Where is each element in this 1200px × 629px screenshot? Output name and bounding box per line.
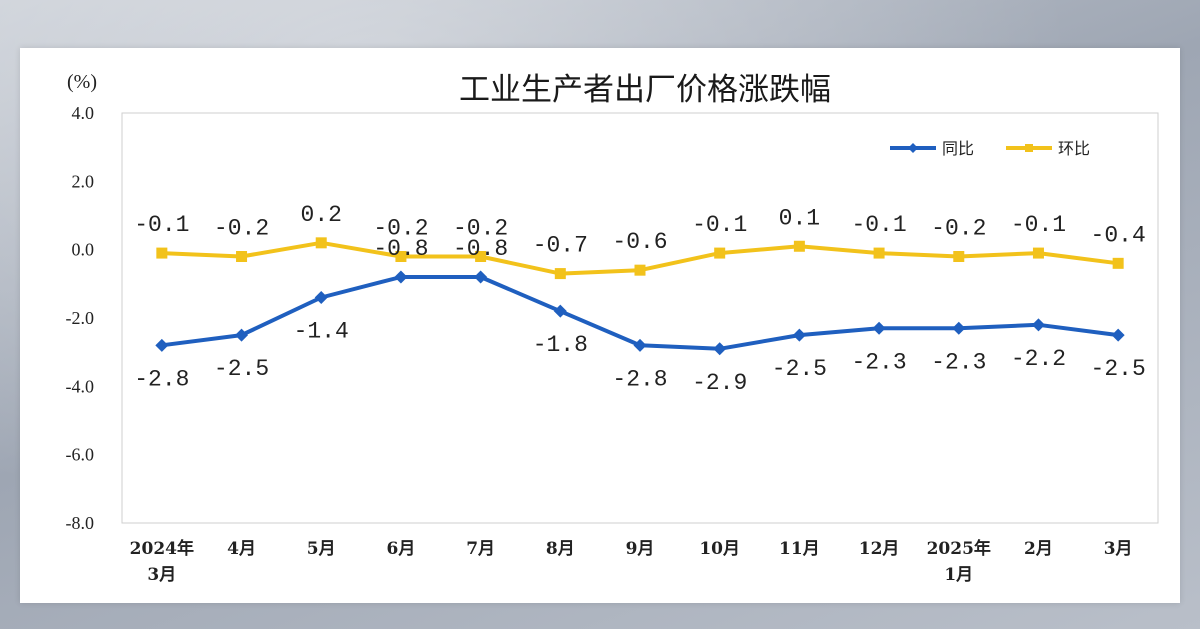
data-label: 0.1 [779,205,820,231]
legend-marker [1025,144,1033,152]
x-tick-label: 2月 [1024,539,1053,559]
x-tick-label: 2024年 [130,538,194,559]
x-tick-label: 4月 [227,539,256,559]
data-point [714,247,726,259]
y-tick-label: -6.0 [66,445,95,465]
data-point [872,321,886,335]
data-point [315,237,327,249]
data-label: -2.2 [1011,346,1066,372]
legend-marker [908,143,918,153]
data-label: -2.5 [772,356,827,382]
y-axis-ticks: 4.0 2.0 0.0 -2.0 -4.0 -6.0 -8.0 [66,103,95,533]
data-label: -2.9 [692,370,747,396]
data-point [952,321,966,335]
data-point [474,270,488,284]
x-tick-label: 2025年 [927,538,991,559]
data-label: -0.2 [931,216,986,242]
data-label: -0.1 [692,212,747,238]
data-label: 0.2 [301,202,342,228]
data-label: -0.1 [1011,212,1066,238]
data-point [553,304,567,318]
legend: 同比 环比 [890,139,1090,158]
data-label: -0.1 [134,212,189,238]
y-tick-label: -2.0 [66,308,95,328]
data-point [793,240,805,252]
data-label: -0.8 [373,236,428,262]
y-tick-label: -8.0 [66,513,95,533]
data-point [155,338,169,352]
legend-label: 同比 [942,139,974,158]
data-label: -0.7 [533,233,588,259]
data-point [1032,247,1044,259]
x-tick-label: 6月 [387,539,416,559]
data-label: -2.5 [1091,356,1146,382]
data-point [713,342,727,356]
data-point [953,251,965,262]
plot-area [121,112,1159,524]
x-tick-label: 8月 [546,539,575,559]
data-label: -2.8 [134,366,189,392]
chart-title: 工业生产者出厂价格涨跌幅 [459,72,831,108]
legend-label: 环比 [1058,139,1090,158]
x-tick-label: 10月 [699,539,740,559]
data-label: -0.4 [1091,222,1146,248]
data-label: -0.8 [453,236,508,262]
y-tick-label: 2.0 [72,171,95,191]
data-point [235,328,249,342]
x-tick-label: 12月 [859,539,900,559]
data-point [156,247,168,259]
data-point [792,328,806,342]
y-tick-label: 0.0 [72,240,95,260]
x-tick-label: 7月 [466,539,495,559]
x-tick-label: 3月 [1104,539,1133,559]
data-point [1112,257,1124,269]
data-point [314,291,328,304]
data-label: -2.5 [214,356,269,382]
x-tick-label: 3月 [147,565,176,585]
x-tick-label: 5月 [307,539,336,559]
data-label: -2.3 [931,349,986,375]
x-tick-label: 1月 [944,565,973,585]
data-label: -2.8 [612,366,667,392]
data-label: -0.6 [612,229,667,255]
data-point [873,247,885,259]
data-point [554,268,566,280]
data-label: -1.8 [533,332,588,358]
data-label: -2.3 [851,349,906,375]
data-point [634,264,646,276]
data-labels: -2.8 -2.5 -1.4 -0.8 -0.8 -1.8 -2.8 -2.9 -2.5 -2.3… [134,202,1146,396]
data-label: -0.2 [214,216,269,242]
y-tick-label: 4.0 [72,103,95,123]
data-point [1031,318,1045,332]
data-label: -0.1 [851,212,906,238]
y-tick-label: -4.0 [66,376,95,396]
data-point [1111,328,1125,342]
x-tick-label: 9月 [626,539,655,559]
data-point [236,251,248,262]
x-axis-ticks: 2024年 3月 4月 5月 6月 7月 8月 9月 10月 11月 12月 2025年 1月 2月 3月 [130,538,1133,585]
data-point [395,251,407,262]
data-label: -1.4 [294,319,349,345]
data-point [475,251,487,262]
y-axis-unit: (%) [67,71,97,93]
x-tick-label: 11月 [779,539,820,559]
data-point [633,338,647,352]
data-point [394,270,408,284]
series-markers [155,237,1125,356]
data-label: -0.2 [373,216,428,242]
data-label: -0.2 [453,216,508,242]
